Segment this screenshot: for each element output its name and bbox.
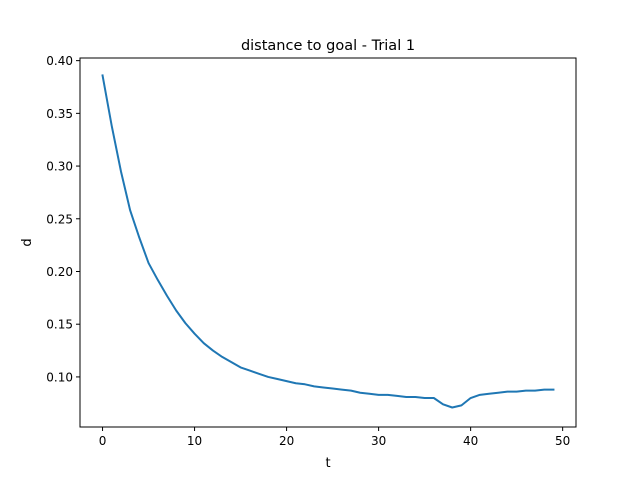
chart-title: distance to goal - Trial 1 [241, 38, 415, 54]
plot-frame [79, 57, 577, 428]
y-tick-label: 0.30 [46, 160, 73, 174]
x-tick-label: 20 [279, 434, 294, 448]
x-axis-label: t [325, 456, 330, 471]
series-layer [101, 74, 555, 409]
y-tick-label: 0.10 [46, 370, 73, 384]
y-tick-label: 0.15 [46, 318, 73, 332]
x-tick-label: 30 [371, 434, 386, 448]
y-axis-label: d [20, 238, 35, 246]
y-tick-label: 0.20 [46, 265, 73, 279]
series-line [101, 74, 555, 409]
x-tick-label: 0 [99, 434, 107, 448]
x-tick-label: 50 [555, 434, 570, 448]
x-tick-label: 10 [187, 434, 202, 448]
y-tick-label: 0.35 [46, 107, 73, 121]
axis-ticks: 0 10 20 30 40 50 0.10 0.15 0.20 0.25 0.30 0.35 0.40 [46, 54, 570, 448]
y-tick-label: 0.25 [46, 212, 73, 226]
y-tick-label: 0.40 [46, 54, 73, 68]
x-tick-label: 40 [463, 434, 478, 448]
